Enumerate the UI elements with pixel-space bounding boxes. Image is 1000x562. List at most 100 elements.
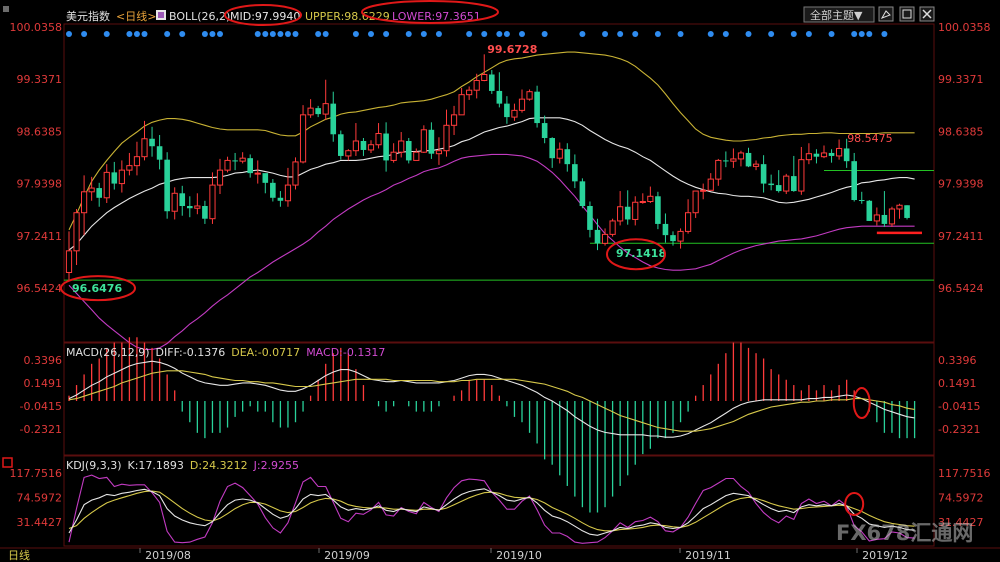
price-axis-label-right: 100.0358 — [938, 21, 991, 34]
event-dot-icon — [866, 31, 873, 37]
event-dot-icon — [881, 31, 888, 37]
date-axis-label: 2019/08 — [145, 549, 191, 562]
symbol-icon — [3, 6, 9, 12]
close-icon[interactable] — [919, 6, 935, 22]
macd-axis-label-right: -0.0415 — [938, 400, 980, 413]
event-dot-icon — [126, 31, 133, 37]
candle-body — [511, 109, 518, 118]
macd-axis-label-left: 0.3396 — [24, 354, 63, 367]
boll-lower-value: LOWER:97.3651 — [392, 10, 481, 23]
theme-dropdown[interactable]: 全部主题▼ — [803, 6, 875, 23]
event-dot-icon — [269, 31, 276, 37]
candle-body — [791, 176, 797, 192]
price-axis-label-left: 97.9398 — [17, 178, 63, 191]
candle-body — [428, 129, 435, 154]
candle-body — [496, 90, 503, 104]
price-axis-label-left: 96.5424 — [17, 282, 63, 295]
candle-body — [103, 171, 110, 199]
period-label[interactable]: <日线> — [116, 9, 156, 23]
candle-body — [798, 159, 805, 192]
candle-body — [65, 250, 73, 273]
price-axis-label-right: 97.9398 — [938, 178, 984, 191]
draw-tool-icon[interactable] — [878, 6, 894, 22]
candle-body — [352, 140, 359, 152]
kdj-cross-circle — [844, 492, 865, 516]
candle-body — [858, 200, 865, 202]
event-dot-icon — [179, 31, 186, 37]
candle-body — [443, 124, 450, 152]
kdj-settings-icon[interactable] — [2, 457, 13, 468]
macd-cross-circle — [852, 386, 871, 419]
macd-axis-label-left: -0.0415 — [20, 400, 62, 413]
event-dot-icon — [481, 31, 488, 37]
candle-body — [579, 181, 586, 206]
event-dot-icon — [217, 31, 223, 37]
candle-body — [851, 161, 857, 201]
price-axis-label-left: 98.6385 — [17, 125, 63, 138]
kdj-axis-label-right: 31.4427 — [938, 516, 984, 529]
candle-body — [118, 169, 125, 185]
event-dot-icon — [466, 31, 473, 37]
price-axis-label-left: 100.0358 — [10, 21, 63, 34]
event-dot-icon — [828, 31, 835, 37]
candle-body — [383, 133, 389, 161]
event-dot-icon — [352, 31, 359, 37]
candle-body — [549, 138, 555, 159]
date-axis-label: 2019/12 — [862, 549, 908, 562]
candle-body — [881, 214, 888, 224]
candle-body — [556, 148, 563, 159]
event-dot-icon — [654, 31, 661, 37]
boll-lower-line — [68, 153, 915, 350]
period-footer[interactable]: 日线 — [8, 548, 30, 562]
macd-axis-label-left: -0.2321 — [20, 423, 62, 436]
event-dot-icon — [579, 31, 586, 37]
low-annotation-aug: 96.6476 — [72, 282, 122, 295]
candle-body — [647, 195, 654, 203]
candle-body — [730, 158, 737, 162]
candle-body — [873, 214, 880, 222]
watermark-logo: FX678汇通网 — [836, 521, 973, 545]
event-dot-icon — [66, 31, 72, 37]
candle-body — [96, 188, 102, 198]
kdj-axis-label-left: 117.7516 — [10, 467, 63, 480]
candle-body — [828, 152, 835, 156]
candle-body — [760, 164, 767, 184]
price-axis-label-right: 99.3371 — [938, 73, 984, 86]
candle-body — [367, 144, 375, 151]
candle-body — [745, 152, 752, 167]
candle-body — [843, 148, 850, 162]
event-dot-icon — [284, 31, 291, 37]
candle-body — [398, 140, 405, 153]
candle-body — [209, 184, 216, 220]
date-axis-label: 2019/11 — [685, 549, 731, 562]
candle-body — [315, 108, 321, 115]
candle-body — [836, 147, 843, 157]
event-dot-icon — [745, 31, 752, 37]
boll-settings-icon[interactable] — [156, 10, 166, 20]
event-dot-icon — [503, 31, 510, 37]
candle-body — [700, 189, 707, 192]
svg-text:FX678汇通网: FX678汇通网 — [836, 521, 973, 545]
candle-body — [345, 150, 352, 157]
lower-highlight-circle — [361, 0, 499, 24]
event-dot-icon — [722, 31, 729, 37]
macd-title: MACD(26,12,9) DIFF:-0.1376 DEA:-0.0717 MACD… — [66, 346, 385, 359]
candle-body — [518, 98, 526, 111]
date-axis-label: 2019/09 — [324, 549, 370, 562]
candle-body — [866, 200, 873, 221]
candle-body — [390, 151, 397, 161]
candle-body — [723, 160, 729, 162]
candle-body — [88, 187, 95, 193]
price-axis-label-left: 97.2411 — [17, 230, 63, 243]
candle-body — [284, 184, 292, 202]
price-axis-label-right: 98.6385 — [938, 125, 984, 138]
candle-body — [587, 205, 593, 230]
candle-body — [141, 138, 148, 158]
picture-icon[interactable] — [899, 6, 915, 22]
candle-body — [594, 229, 601, 244]
price-axis-label-right: 96.5424 — [938, 282, 984, 295]
event-dot-icon — [420, 31, 427, 37]
event-dot-icon — [209, 31, 216, 37]
candle-body — [670, 235, 676, 242]
